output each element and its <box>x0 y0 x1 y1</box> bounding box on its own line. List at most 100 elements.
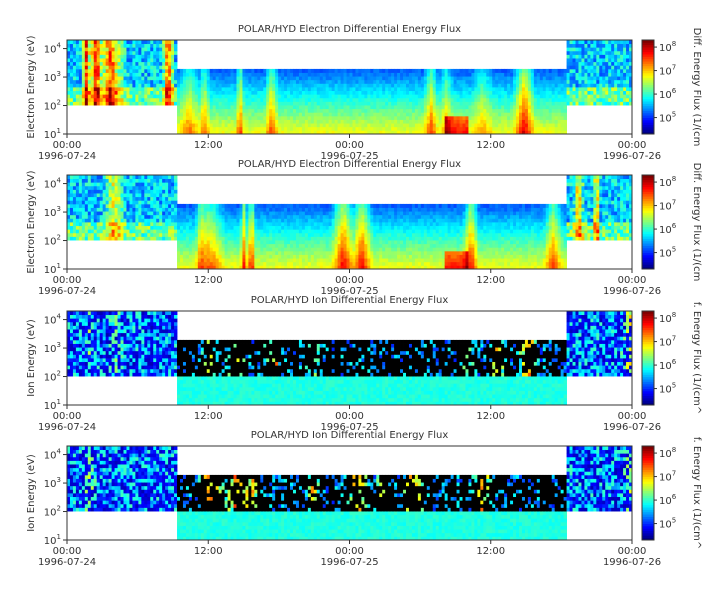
heat-cell <box>462 123 466 128</box>
heat-cell <box>352 94 356 99</box>
heat-cell <box>141 47 145 52</box>
heat-cell <box>72 229 77 234</box>
heat-cell <box>340 112 344 117</box>
heat-cell <box>197 207 202 212</box>
heat-cell <box>435 90 440 95</box>
heat-cell <box>111 175 115 180</box>
heat-cell <box>355 112 359 117</box>
heat-cell <box>263 258 267 263</box>
heat-cell <box>162 218 166 223</box>
heat-cell <box>423 115 428 120</box>
heat-cell <box>99 203 104 208</box>
heat-cell <box>295 79 300 84</box>
heat-cell <box>159 203 163 208</box>
heat-cell <box>182 119 187 124</box>
heat-cell <box>278 247 282 252</box>
heat-cell <box>269 222 273 227</box>
heat-cell <box>69 196 74 201</box>
heat-cell <box>293 236 297 241</box>
heat-cell <box>78 236 83 241</box>
heat-cell <box>290 87 294 92</box>
heat-cell <box>453 123 457 128</box>
heat-cell <box>200 79 205 84</box>
heat-cell <box>611 72 615 77</box>
heat-cell <box>99 101 104 106</box>
heat-cell <box>266 218 270 223</box>
heat-cell <box>307 247 312 252</box>
heat-cell <box>78 72 83 77</box>
heat-cell <box>177 243 181 248</box>
heat-cell <box>242 115 246 120</box>
heat-cell <box>185 236 190 241</box>
heat-cell <box>90 40 95 45</box>
heat-cell <box>581 50 585 55</box>
heat-cell <box>90 47 95 52</box>
heat-cell <box>269 232 273 237</box>
heat-cell <box>355 83 359 88</box>
heat-cell <box>224 211 228 216</box>
heat-cell <box>251 79 255 84</box>
colorbar-cell <box>642 58 654 62</box>
heat-cell <box>129 61 133 66</box>
heat-cell <box>599 79 603 84</box>
heat-cell <box>361 72 365 77</box>
heat-cell <box>159 229 163 234</box>
heat-cell <box>483 112 487 117</box>
heat-cell <box>105 175 110 180</box>
heat-cell <box>334 123 338 128</box>
heat-cell <box>84 87 89 92</box>
heat-cell <box>453 115 457 120</box>
heat-cell <box>376 83 380 88</box>
heat-cell <box>251 218 255 223</box>
heat-cell <box>177 72 181 77</box>
heat-cell <box>120 185 124 190</box>
x-tick-label: 00:00 <box>53 140 82 151</box>
heat-cell <box>156 182 160 187</box>
heat-cell <box>254 79 258 84</box>
heat-cell <box>533 101 538 106</box>
heat-cell <box>236 211 240 216</box>
heat-cell <box>242 87 246 92</box>
heat-cell <box>257 214 261 219</box>
heat-cell <box>313 261 318 266</box>
heat-cell <box>171 218 175 223</box>
heat-cell <box>120 203 124 208</box>
heat-cell <box>504 119 508 124</box>
heat-cell <box>275 105 279 110</box>
heat-cell <box>93 175 98 180</box>
heat-cell <box>307 68 312 73</box>
heat-cell <box>159 232 163 237</box>
heat-cell <box>81 65 86 70</box>
heat-cell <box>272 214 276 219</box>
heat-cell <box>293 108 297 113</box>
heat-cell <box>590 47 594 52</box>
heat-cell <box>432 94 437 99</box>
heat-cell <box>108 175 112 180</box>
heat-cell <box>281 97 285 102</box>
heat-cell <box>530 72 535 77</box>
heat-cell <box>257 97 261 102</box>
heat-cell <box>188 225 193 230</box>
heat-cell <box>75 196 80 201</box>
heat-cell <box>87 218 92 223</box>
heat-cell <box>429 101 434 106</box>
heat-cell <box>278 203 282 208</box>
heat-cell <box>301 68 306 73</box>
heat-cell <box>492 94 496 99</box>
heat-cell <box>99 218 104 223</box>
heat-cell <box>614 83 618 88</box>
heat-cell <box>379 108 383 113</box>
heat-cell <box>251 214 255 219</box>
heat-cell <box>245 214 249 219</box>
heat-cell <box>406 83 410 88</box>
heat-cell <box>397 123 401 128</box>
heat-cell <box>81 94 86 99</box>
heat-cell <box>316 87 321 92</box>
heat-cell <box>81 101 86 106</box>
heat-cell <box>495 112 499 117</box>
heat-cell <box>81 50 86 55</box>
heat-cell <box>498 94 502 99</box>
heat-cell <box>337 105 341 110</box>
heat-cell <box>468 90 472 95</box>
heat-cell <box>90 203 95 208</box>
